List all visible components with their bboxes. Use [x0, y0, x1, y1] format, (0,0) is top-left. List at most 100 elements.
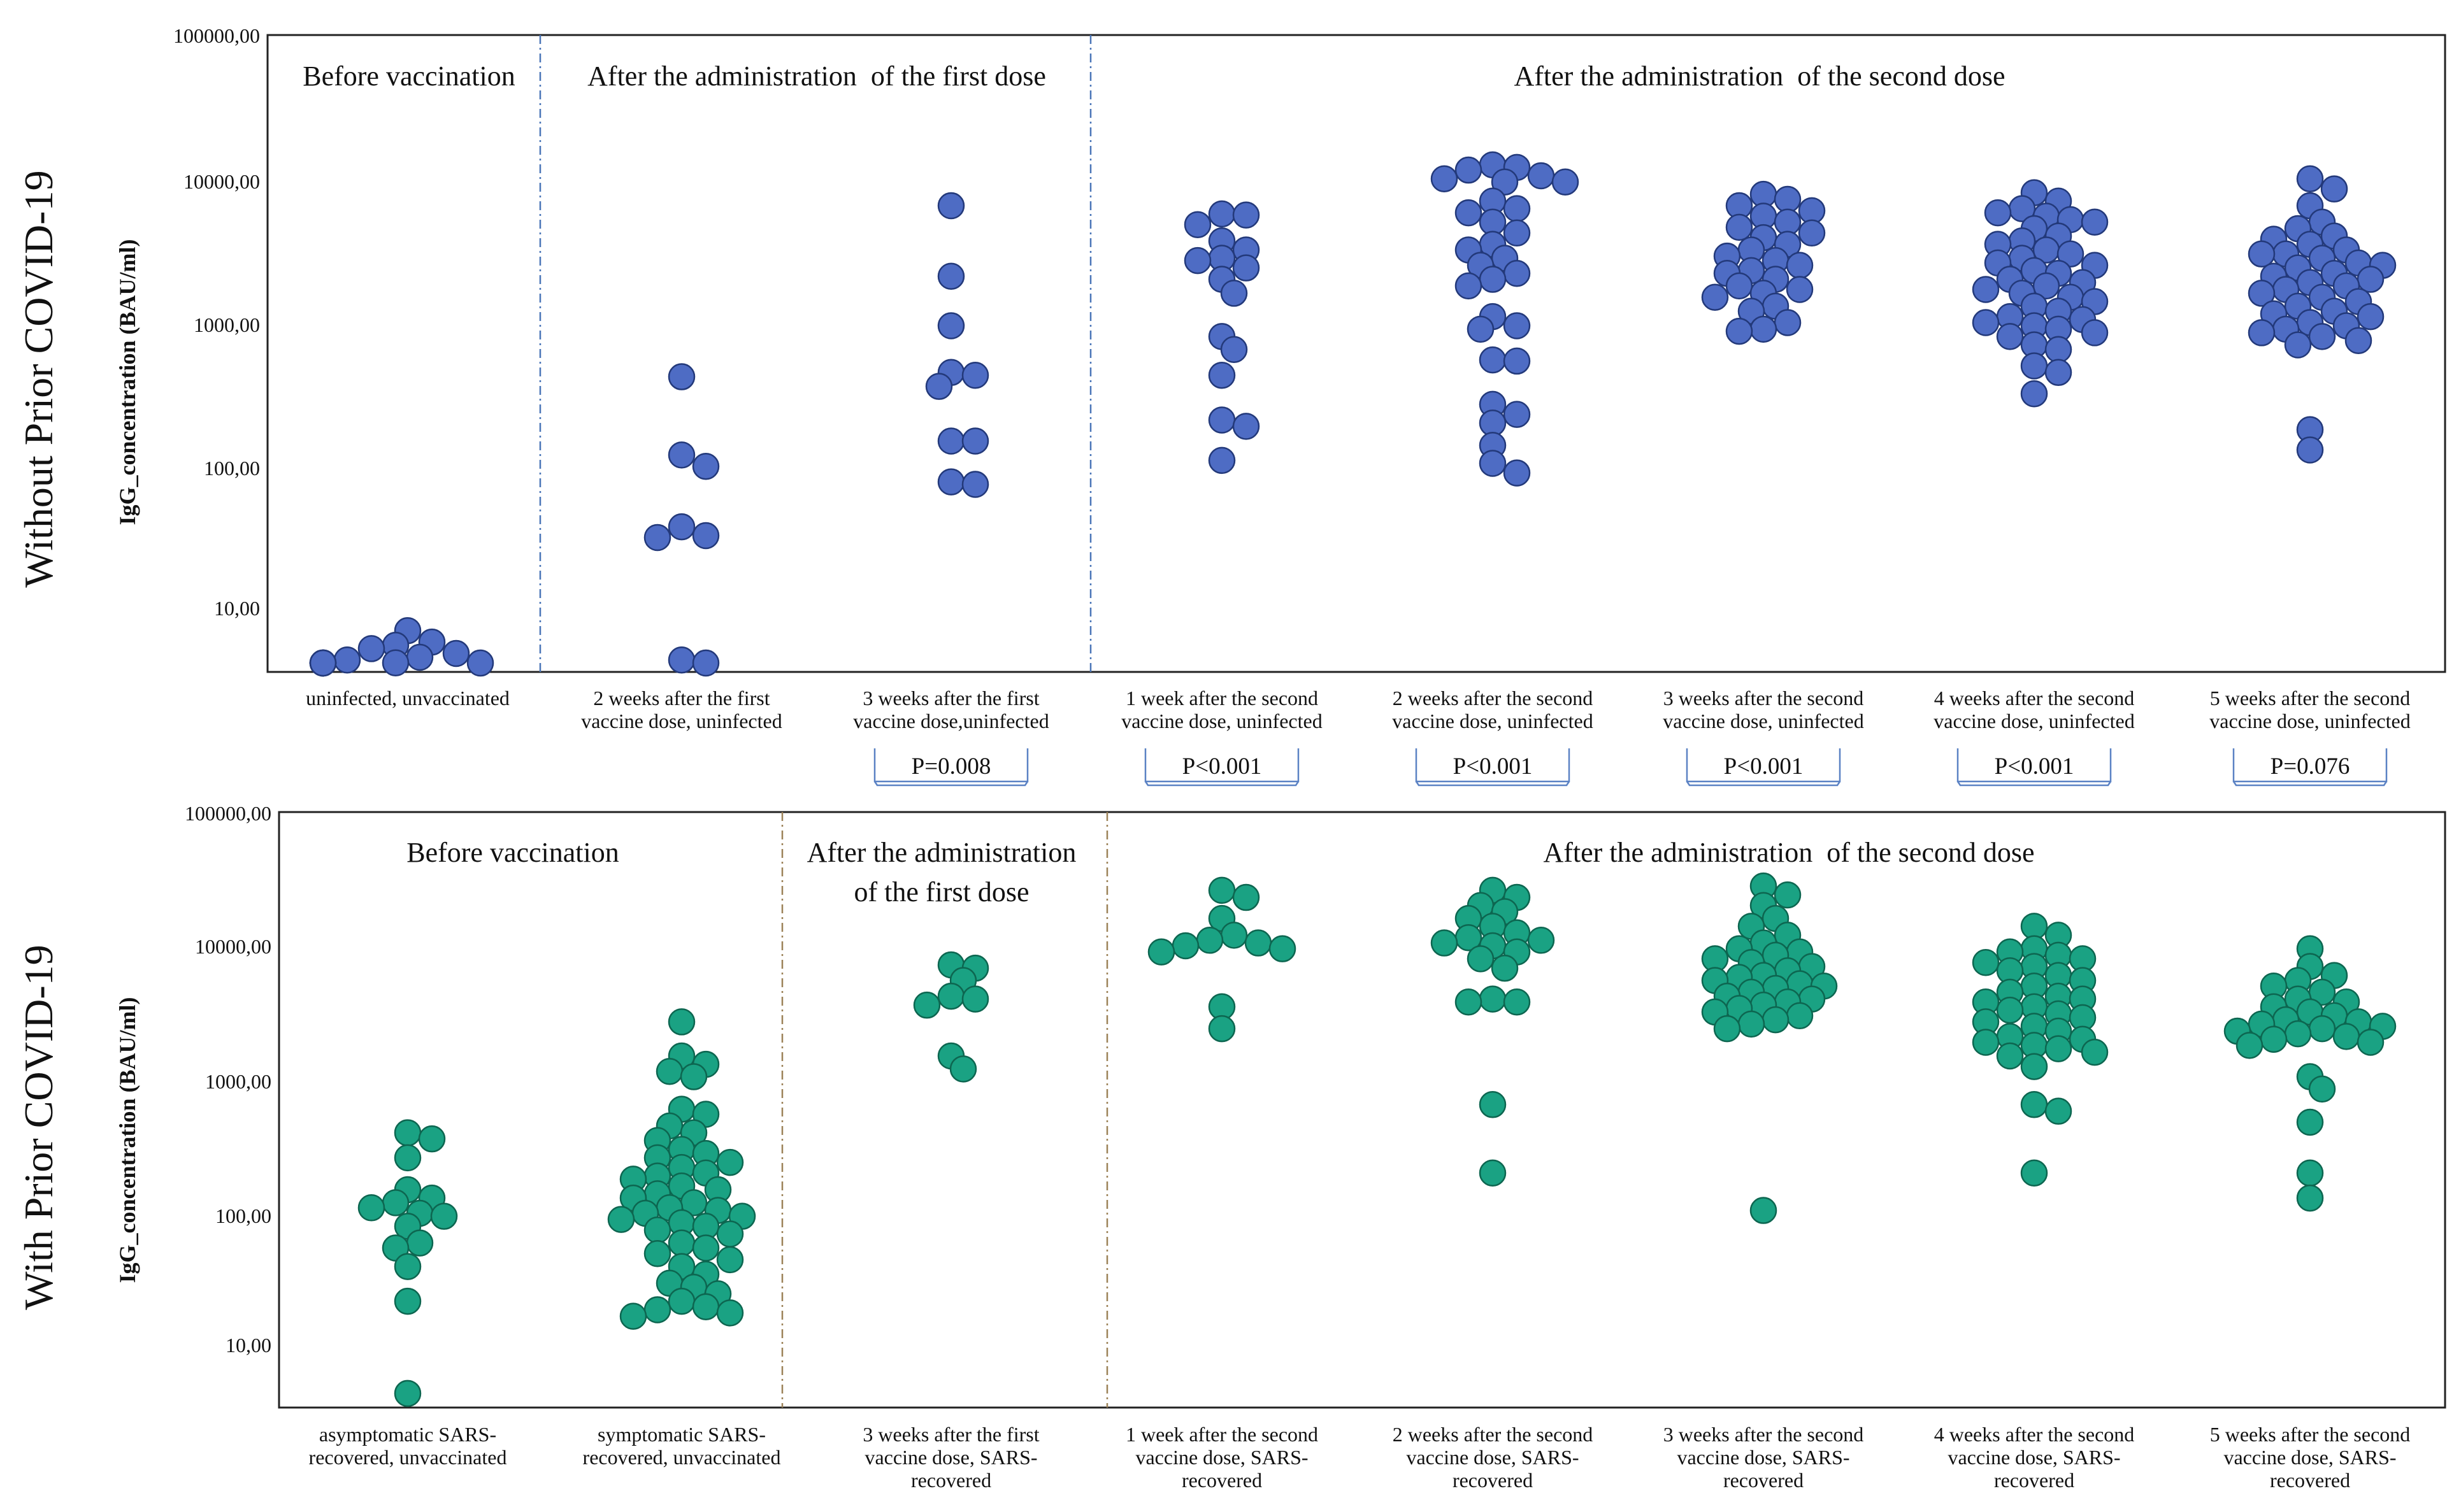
- data-point: [2284, 331, 2312, 359]
- data-point: [1972, 276, 2000, 303]
- x-category-label: 3 weeks after the second vaccine dose, SA…: [1663, 1423, 1864, 1492]
- data-point: [2235, 1032, 2264, 1059]
- p-value-box: [1686, 748, 1841, 787]
- data-point: [1268, 935, 1296, 962]
- data-point: [1479, 1159, 1507, 1187]
- p-value-label: P<0.001: [1995, 753, 2074, 780]
- data-point: [2296, 1108, 2324, 1136]
- group-label-before-vaccination: Before vaccination: [303, 61, 515, 92]
- data-point: [2020, 352, 2048, 380]
- data-point: [643, 1239, 671, 1267]
- data-point: [1454, 199, 1482, 227]
- y-tick-label: 1000,00: [205, 1070, 271, 1093]
- data-point: [1208, 361, 1236, 389]
- data-point: [1786, 1002, 1814, 1030]
- data-point: [2308, 1015, 2336, 1043]
- data-point: [2020, 913, 2048, 940]
- data-point: [394, 1253, 422, 1280]
- data-point: [668, 363, 696, 390]
- data-point: [937, 468, 965, 496]
- data-point: [1503, 401, 1531, 428]
- y-tick-label: 100,00: [215, 1204, 271, 1227]
- panel-without-prior-covid: Without Prior COVID-19 IgG_concentration…: [16, 24, 2446, 787]
- data-point: [2284, 1020, 2312, 1048]
- data-point: [357, 1194, 385, 1222]
- row-label-without: Without Prior COVID-19: [16, 170, 61, 587]
- y-tick-label: 10000,00: [183, 170, 260, 193]
- group-label-first-dose: After the administration of the first dos…: [807, 837, 1077, 908]
- p-value-box: [1415, 748, 1570, 787]
- data-point: [716, 1220, 744, 1248]
- data-point: [925, 373, 953, 400]
- data-point: [643, 524, 671, 552]
- data-point: [1761, 1006, 1790, 1034]
- data-point: [607, 1206, 635, 1233]
- data-point: [668, 1229, 696, 1257]
- data-point: [692, 649, 720, 677]
- data-point: [2308, 1075, 2336, 1103]
- points-bottom: [357, 872, 2397, 1408]
- data-point: [668, 1008, 696, 1036]
- data-point: [961, 471, 989, 498]
- data-point: [1491, 954, 1519, 982]
- data-point: [961, 427, 989, 455]
- data-point: [656, 1058, 684, 1085]
- x-category-label: asymptomatic SARS-recovered, unvaccinate…: [309, 1423, 507, 1469]
- x-category-label: 3 weeks after the second vaccine dose, un…: [1663, 687, 1863, 732]
- data-point: [394, 1287, 422, 1315]
- data-point: [1984, 199, 2012, 227]
- data-point: [1430, 165, 1458, 192]
- x-category-label: symptomatic SARS-recovered, unvaccinated: [583, 1423, 781, 1469]
- data-point: [692, 1293, 720, 1321]
- data-point: [1491, 168, 1519, 196]
- data-point: [1749, 1197, 1777, 1224]
- data-point: [643, 1296, 671, 1323]
- data-point: [2296, 1184, 2324, 1212]
- data-point: [1725, 213, 1753, 241]
- x-category-label: 3 weeks after the first vaccine dose, SAR…: [863, 1423, 1039, 1492]
- data-point: [2296, 436, 2324, 464]
- data-point: [2044, 1097, 2072, 1125]
- data-point: [1172, 932, 1200, 960]
- data-point: [1220, 336, 1248, 363]
- data-point: [1208, 200, 1236, 228]
- data-point: [1527, 162, 1555, 190]
- data-point: [1996, 323, 2024, 350]
- x-category-label: 2 weeks after the first vaccine dose, uni…: [581, 687, 782, 732]
- data-point: [1551, 168, 1579, 196]
- data-point: [1244, 929, 1272, 957]
- data-point: [1208, 1015, 1236, 1043]
- data-point: [1972, 948, 2000, 976]
- data-point: [2044, 1035, 2072, 1062]
- data-point: [1713, 1015, 1741, 1043]
- data-point: [692, 1234, 720, 1262]
- data-point: [1503, 988, 1531, 1016]
- data-point: [1479, 266, 1507, 293]
- data-point: [2248, 319, 2276, 346]
- data-point: [1503, 195, 1531, 222]
- x-category-label: 2 weeks after the second vaccine dose, SA…: [1393, 1423, 1593, 1492]
- y-tick-label: 100000,00: [185, 802, 271, 825]
- data-point: [937, 312, 965, 339]
- y-tick-label: 100000,00: [173, 24, 260, 47]
- data-point: [619, 1302, 647, 1330]
- data-point: [382, 1189, 410, 1216]
- data-point: [1454, 156, 1482, 184]
- data-point: [1996, 1042, 2024, 1070]
- data-point: [406, 1229, 434, 1257]
- data-point: [961, 361, 989, 389]
- p-value-box: [873, 748, 1029, 787]
- group-label-before-vaccination: Before vaccination: [406, 837, 619, 868]
- data-point: [2020, 1053, 2048, 1080]
- data-point: [1725, 317, 1753, 345]
- p-value-label: P<0.001: [1453, 753, 1533, 780]
- data-point: [1996, 996, 2024, 1024]
- data-point: [2020, 1159, 2048, 1187]
- data-point: [2344, 327, 2372, 354]
- data-point: [1503, 459, 1531, 487]
- data-point: [716, 1148, 744, 1176]
- data-point: [680, 1063, 708, 1090]
- data-point: [2296, 1159, 2324, 1187]
- data-point: [1196, 927, 1224, 954]
- group-label-second-dose: After the administration of the second d…: [1514, 61, 2005, 92]
